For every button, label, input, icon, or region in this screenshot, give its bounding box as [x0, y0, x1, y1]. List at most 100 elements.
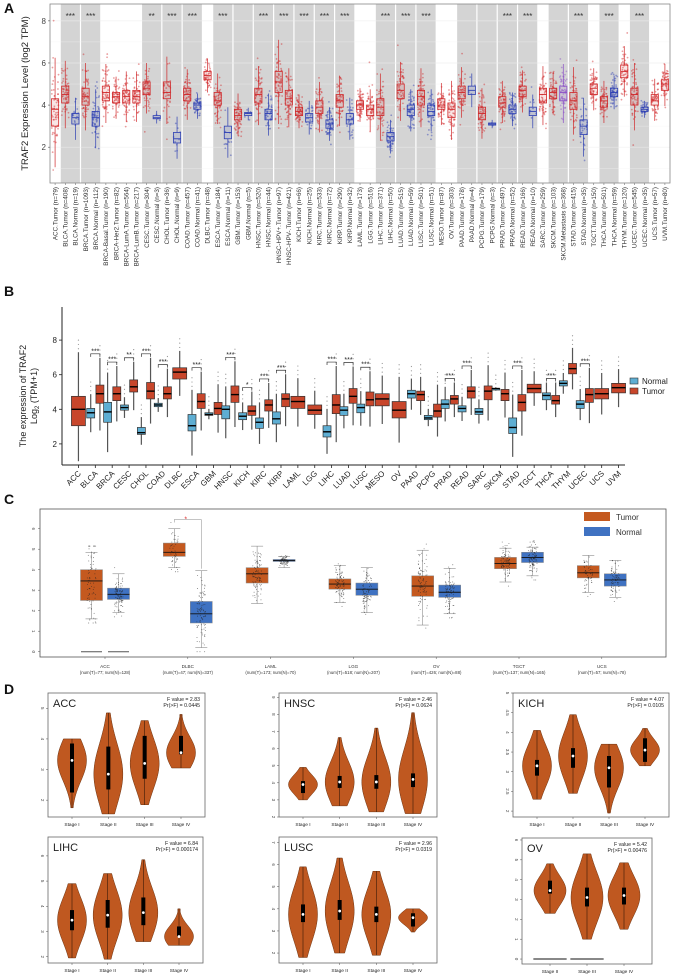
data-point	[252, 551, 254, 553]
data-point	[116, 582, 117, 584]
data-point	[453, 576, 455, 578]
data-point	[266, 122, 269, 125]
data-point	[198, 602, 200, 604]
data-point	[236, 116, 239, 119]
data-point	[529, 570, 531, 571]
data-point	[103, 97, 106, 100]
data-point	[188, 95, 190, 98]
data-point	[337, 124, 339, 126]
data-point	[311, 107, 314, 110]
data-point	[505, 550, 507, 552]
x-tick-label: LAML	[265, 664, 277, 669]
data-point	[498, 88, 501, 90]
outlier-point	[427, 400, 429, 402]
data-point	[505, 559, 507, 561]
outlier-point	[369, 362, 371, 365]
data-point	[339, 585, 341, 587]
data-point	[106, 94, 109, 97]
x-tick-label: LIHC.Normal (n=50)	[388, 187, 395, 244]
data-point	[631, 114, 634, 117]
data-point	[103, 107, 106, 109]
data-point	[442, 92, 445, 95]
data-point	[325, 133, 328, 136]
data-point	[83, 97, 85, 99]
data-point	[158, 119, 161, 122]
data-point	[208, 84, 211, 87]
data-point	[579, 141, 582, 144]
data-point	[204, 585, 206, 587]
x-tick-label: HNSC.Tumor (n=520)	[256, 187, 263, 248]
data-point	[337, 588, 339, 590]
outlier-point	[90, 385, 92, 387]
data-point	[543, 112, 545, 115]
outlier-point	[381, 371, 383, 373]
data-point	[258, 571, 260, 573]
data-point	[311, 122, 314, 125]
data-point	[148, 92, 151, 94]
data-point	[507, 585, 509, 587]
outlier-point	[436, 380, 439, 382]
data-point	[505, 548, 507, 550]
data-point	[257, 566, 259, 568]
data-point	[446, 593, 448, 595]
data-point	[339, 589, 341, 591]
data-point	[275, 87, 278, 89]
data-point	[339, 98, 341, 101]
data-point	[280, 43, 283, 45]
data-point	[297, 115, 299, 118]
x-tick-sublabel: (num(T)=173; num(N)=70)	[245, 670, 296, 675]
outlier-point	[360, 382, 362, 384]
data-point	[635, 83, 638, 86]
data-point	[419, 572, 421, 574]
data-point	[421, 560, 423, 562]
data-point	[144, 84, 147, 87]
data-point	[113, 83, 116, 86]
data-point	[338, 592, 340, 594]
data-point	[123, 88, 126, 91]
data-point	[204, 615, 206, 617]
data-point	[551, 77, 553, 80]
data-point	[363, 589, 365, 591]
data-point	[301, 121, 304, 123]
data-point	[286, 118, 289, 121]
box	[518, 85, 527, 98]
data-point	[381, 112, 384, 115]
data-point	[285, 111, 288, 114]
data-point	[97, 108, 100, 110]
outlier-point	[398, 372, 400, 375]
data-point	[236, 106, 238, 109]
data-point	[252, 574, 254, 576]
data-point	[197, 575, 199, 576]
data-point	[208, 72, 211, 75]
data-point	[337, 586, 339, 588]
data-point	[118, 595, 120, 597]
data-point	[255, 587, 256, 589]
data-point	[238, 101, 241, 104]
x-tick-label: UCS.Tumor (n=57)	[652, 187, 659, 240]
data-point	[233, 105, 236, 108]
data-point	[329, 134, 332, 136]
outlier-point	[217, 380, 219, 382]
data-point	[121, 601, 123, 603]
x-tick-label: COAD	[145, 469, 168, 492]
data-point	[351, 131, 353, 133]
data-point	[175, 543, 177, 545]
data-point	[295, 99, 298, 101]
data-point	[82, 107, 85, 110]
data-point	[377, 127, 380, 129]
data-point	[234, 122, 236, 125]
data-point	[259, 97, 262, 100]
data-point	[133, 96, 136, 99]
box	[221, 405, 231, 420]
box	[483, 385, 493, 401]
outlier-point	[225, 382, 227, 384]
significance-label: ***	[86, 12, 95, 21]
data-point	[235, 111, 238, 114]
data-point	[372, 117, 375, 120]
data-point	[337, 590, 339, 592]
data-point	[116, 602, 118, 604]
data-point	[317, 113, 320, 116]
data-point	[421, 88, 423, 90]
data-point	[590, 79, 593, 82]
box	[71, 395, 86, 427]
